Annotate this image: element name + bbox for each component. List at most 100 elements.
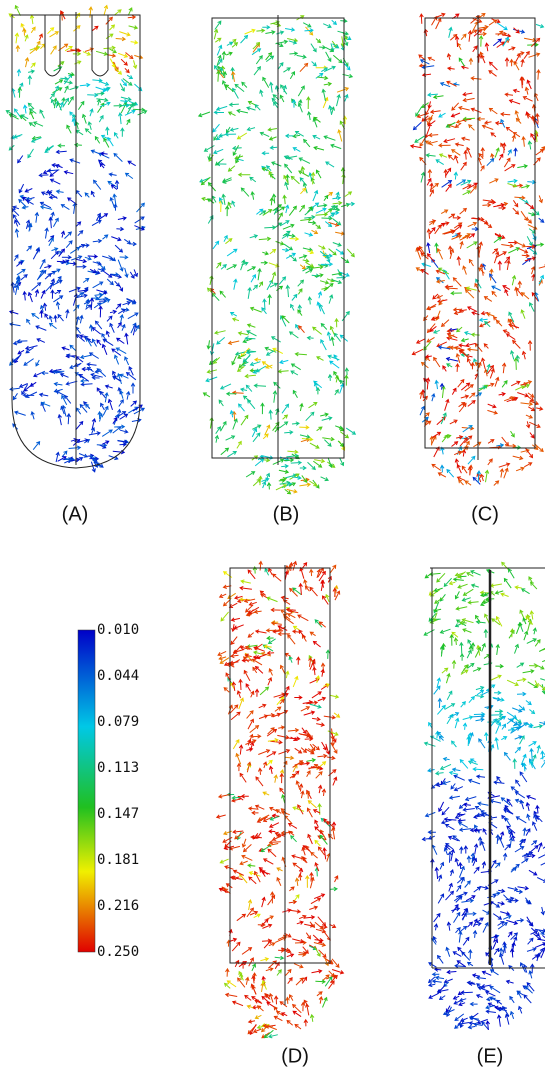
vector-arrow (489, 674, 502, 681)
vector-arrow (281, 464, 289, 469)
vector-arrow (487, 403, 497, 409)
vector-arrow (302, 22, 312, 28)
vector-arrow (493, 480, 500, 486)
vector-arrow (443, 978, 453, 984)
vector-arrow (467, 600, 479, 605)
vector-arrow (525, 700, 532, 706)
vector-arrow (31, 135, 42, 141)
vector-arrow (53, 97, 58, 109)
vector-arrow (266, 165, 272, 172)
vector-arrow (277, 625, 288, 631)
vector-arrow (484, 731, 489, 741)
vector-arrow (254, 688, 260, 697)
vector-arrow (525, 900, 532, 905)
vector-arrow (211, 195, 217, 203)
vector-arrow (435, 277, 444, 284)
vector-arrow (282, 414, 289, 420)
vector-arrow (291, 99, 297, 108)
vector-arrow (335, 231, 346, 236)
vector-arrow (529, 302, 535, 312)
vector-arrow (61, 346, 70, 351)
vector-arrow (512, 455, 524, 461)
vector-arrow (27, 148, 34, 159)
vector-arrow (462, 97, 475, 103)
vector-arrow (255, 365, 267, 373)
vector-arrow (472, 857, 478, 867)
vector-arrow (282, 84, 287, 93)
vector-arrow (499, 831, 505, 841)
vector-arrow (224, 865, 234, 870)
vector-arrow (104, 391, 109, 403)
vector-arrow (266, 55, 275, 62)
vector-arrow (462, 722, 468, 730)
vector-arrow (454, 591, 460, 600)
vector-arrow (221, 193, 226, 205)
vector-arrow (299, 62, 309, 73)
vector-arrow (331, 279, 343, 285)
vector-arrow (504, 256, 511, 264)
vector-arrow (281, 233, 290, 239)
vector-arrow (306, 807, 313, 818)
vector-arrow (247, 632, 255, 638)
vector-arrow (300, 747, 308, 754)
vector-arrow (268, 829, 276, 834)
vector-arrow (314, 826, 324, 835)
vector-arrow (59, 101, 64, 111)
vector-arrow (236, 440, 242, 449)
vector-arrow (495, 31, 508, 37)
vector-arrow (23, 383, 34, 392)
vector-arrow (461, 465, 468, 474)
vector-arrow (487, 458, 493, 466)
vector-arrow (527, 937, 534, 945)
vector-arrow (516, 889, 524, 894)
vector-arrow (516, 662, 525, 668)
vector-arrow (29, 110, 35, 120)
vector-arrow (110, 184, 118, 190)
vector-arrow (519, 735, 525, 745)
vector-arrow (206, 198, 215, 204)
vector-arrow (133, 269, 138, 278)
vector-arrow (240, 414, 249, 426)
vector-arrow (229, 704, 239, 715)
vector-arrow (34, 289, 40, 298)
vector-arrow (473, 843, 479, 855)
vector-arrow (488, 19, 498, 26)
vector-arrow (523, 380, 533, 385)
vector-arrow (239, 387, 248, 392)
vector-arrow (506, 919, 519, 925)
vector-arrow (304, 736, 314, 742)
vector-arrow (247, 399, 256, 410)
vector-arrow (452, 215, 462, 221)
vector-arrow (526, 79, 532, 90)
vector-arrow (451, 907, 461, 912)
vector-arrow (329, 360, 340, 369)
vector-arrow (464, 880, 471, 888)
vector-arrow (534, 680, 539, 688)
vector-arrow (75, 221, 82, 227)
vector-arrow (267, 1034, 278, 1039)
vector-arrow (215, 37, 222, 43)
vector-arrow (292, 1010, 302, 1018)
vector-arrow (115, 347, 127, 355)
vector-arrow (467, 1024, 476, 1030)
vector-arrow (462, 190, 471, 196)
vector-arrow (504, 1013, 510, 1025)
vector-arrow (536, 877, 545, 883)
vector-arrow (488, 70, 497, 77)
vector-arrow (435, 17, 442, 30)
vector-arrow (504, 804, 511, 813)
vector-arrow (266, 635, 274, 641)
vector-arrow (538, 647, 545, 652)
vector-arrow (452, 577, 464, 582)
vector-arrow (231, 317, 240, 322)
vector-arrow (247, 606, 260, 614)
vector-arrow (49, 178, 61, 185)
vector-arrow (55, 451, 60, 463)
vector-arrow (534, 942, 545, 949)
vector-arrow (89, 297, 95, 311)
vector-arrow (327, 833, 334, 840)
vector-arrow (267, 638, 276, 645)
vector-arrow (253, 913, 261, 919)
vector-arrow (495, 615, 503, 627)
vector-arrow (260, 593, 268, 599)
